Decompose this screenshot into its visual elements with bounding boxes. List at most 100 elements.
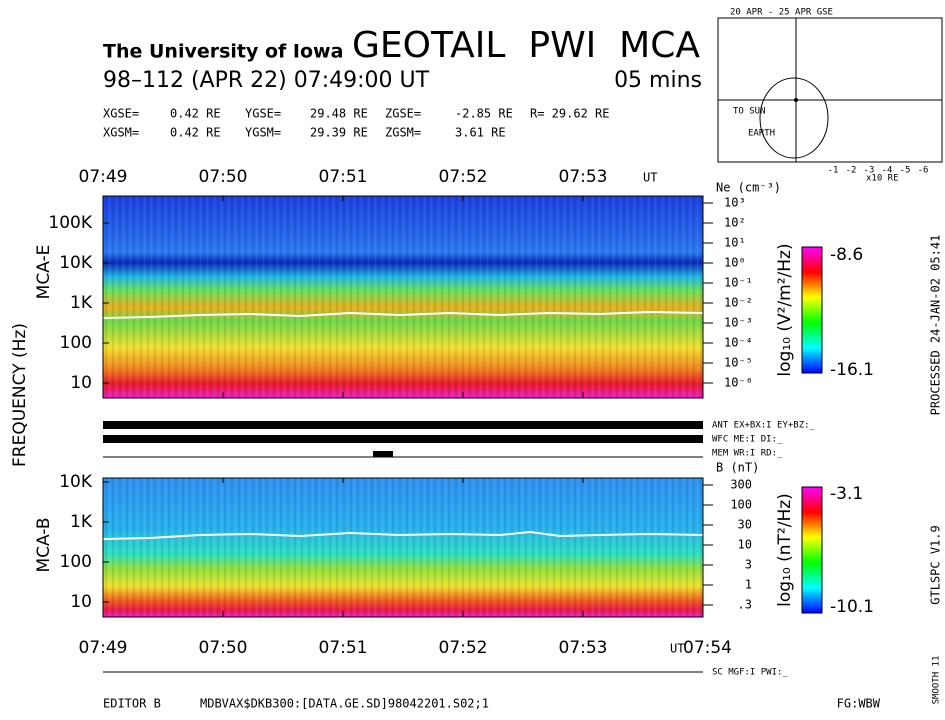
coordinate: ZGSE= [385, 107, 421, 121]
frame [102, 477, 704, 618]
editor: EDITOR B [103, 697, 161, 711]
file: MDBVAX$DKB300:[DATA.GE.SD]98042201.S02;1 [200, 697, 489, 711]
orbit-tick: -3 [864, 166, 875, 176]
b-label: 300 [730, 478, 752, 492]
smooth: SMOOTH 11 [932, 656, 942, 705]
status-text: MEM WR:I RD:_ [712, 449, 783, 459]
status-text: ANT EX+BX:I EY+BZ:_ [712, 421, 816, 431]
colorbar-label: log₁₀ (V²/m²/Hz) [775, 243, 795, 376]
b-label: 100 [730, 498, 752, 512]
coordinate: YGSM= [245, 126, 281, 140]
colorbar-label: log₁₀ (nT²/Hz) [775, 493, 795, 607]
orbit-tick: -2 [846, 166, 857, 176]
duration: 05 mins [614, 68, 702, 93]
freq-label: 10K [59, 472, 93, 492]
density-label: 10⁻² [724, 296, 753, 310]
orbit-earth: EARTH [748, 129, 775, 139]
orbit-frame [717, 17, 943, 163]
orbit-path [759, 77, 829, 159]
density-label: 10² [724, 216, 746, 230]
coordinate: ZGSM= [385, 126, 421, 140]
freq-label: 1K [70, 512, 93, 532]
orbit-tick: -5 [900, 166, 911, 176]
density-title: Ne (cm⁻³) [716, 181, 781, 195]
spectrogram-texture [103, 478, 703, 617]
panel-label: MCA-E [34, 245, 54, 300]
coordinate: 29.39 RE [310, 126, 368, 140]
processed: PROCESSED 24-JAN-02 05:41 [929, 235, 943, 416]
time-label: 07:53 [559, 167, 608, 187]
b-label: 10 [738, 538, 752, 552]
spectrogram-texture [103, 196, 703, 398]
time-label: 07:50 [199, 638, 248, 658]
colorbar-max: -3.1 [830, 484, 863, 504]
b-title: B (nT) [716, 461, 759, 475]
orbit-sun: TO SUN [733, 107, 766, 117]
status-bar [103, 435, 703, 443]
title: GEOTAIL PWI MCA [352, 25, 700, 66]
sc-status: SC MGF:I PWI:_ [712, 668, 788, 678]
time-unit: UT [670, 642, 684, 656]
coordinate: XGSE= [103, 107, 139, 121]
density-label: 10⁻¹ [724, 276, 753, 290]
fg: FG:WBW [837, 697, 881, 711]
freq-label: 10 [70, 373, 92, 393]
coordinate: 0.42 RE [170, 126, 221, 140]
freq-label: 10K [59, 253, 93, 273]
coordinate: R= 29.62 RE [530, 107, 609, 121]
density-label: 10⁻⁵ [724, 356, 753, 370]
plasma-line [102, 310, 704, 319]
density-label: 10⁻⁶ [724, 376, 753, 390]
b-label: .3 [738, 598, 752, 612]
date: 98–112 (APR 22) 07:49:00 UT [103, 68, 430, 93]
time-label: 07:49 [79, 167, 128, 187]
colorbar-max: -8.6 [830, 245, 863, 265]
freq-label: 10 [70, 592, 92, 612]
coordinate: 29.48 RE [310, 107, 368, 121]
frame [102, 195, 704, 399]
time-label: 07:53 [559, 638, 608, 658]
b-label: 30 [738, 518, 752, 532]
cyclotron-line [102, 530, 704, 540]
orbit-tick: -4 [882, 166, 893, 176]
coordinate: -2.85 RE [455, 107, 513, 121]
b-label: 1 [745, 578, 752, 592]
freq-label: 100 [60, 552, 92, 572]
status-block [373, 451, 393, 457]
colorbar-e [801, 246, 823, 374]
time-label: 07:52 [439, 638, 488, 658]
coordinate: 3.61 RE [455, 126, 506, 140]
orbit-tick: -1 [828, 166, 839, 176]
y-axis-label: FREQUENCY (Hz) [10, 323, 30, 467]
orbit-title: 20 APR - 25 APR GSE [730, 8, 833, 18]
time-label: 07:52 [439, 167, 488, 187]
orbit-unit: x10 RE [866, 174, 899, 184]
panel-label: MCA-B [34, 518, 54, 573]
orbit-plot [717, 17, 943, 163]
freq-label: 1K [70, 293, 93, 313]
orbit-tick: -6 [918, 166, 929, 176]
time-unit: UT [643, 171, 657, 185]
freq-label: 100 [60, 333, 92, 353]
status-text: WFC ME:I DI:_ [712, 435, 783, 445]
coordinate: 0.42 RE [170, 107, 221, 121]
time-label: 07:51 [319, 638, 368, 658]
version: GTLSPC V1.9 [929, 525, 943, 604]
coordinate: XGSM= [103, 126, 139, 140]
colorbar-b [801, 486, 823, 614]
time-label: 07:51 [319, 167, 368, 187]
b-label: 3 [745, 558, 752, 572]
density-label: 10³ [724, 196, 746, 210]
density-label: 10⁻⁴ [724, 336, 753, 350]
end-time: 07:54 [683, 638, 732, 658]
coordinate: YGSE= [245, 107, 281, 121]
density-label: 10⁰ [724, 256, 746, 270]
time-label: 07:50 [199, 167, 248, 187]
status-bar [103, 421, 703, 429]
colorbar-min: -10.1 [830, 597, 874, 617]
freq-label: 100K [48, 213, 92, 233]
colorbar-min: -16.1 [830, 360, 874, 380]
time-label: 07:49 [79, 638, 128, 658]
earth-marker [794, 98, 798, 102]
